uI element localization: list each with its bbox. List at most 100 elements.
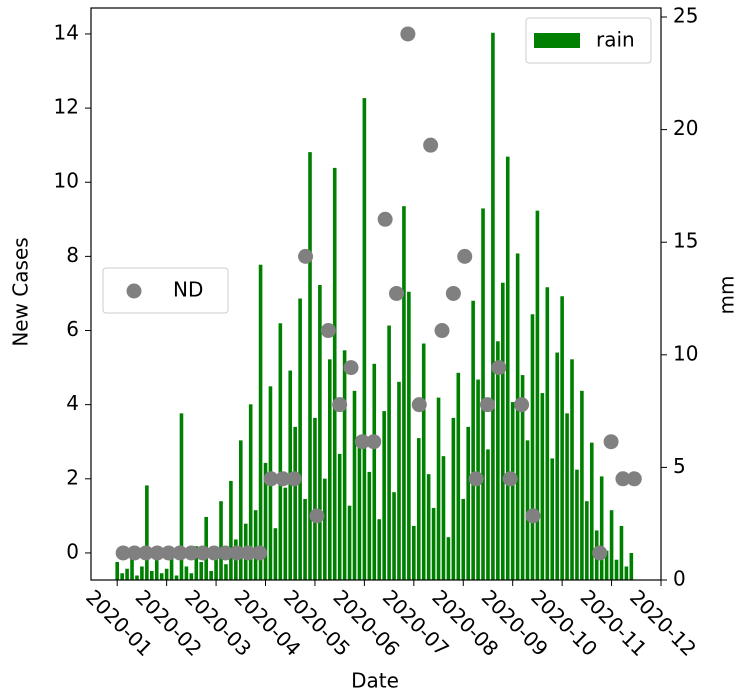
bar [313,417,317,580]
scatter-point [615,471,631,487]
scatter-point [514,397,530,413]
bar [209,570,213,580]
bar [501,282,505,580]
bar [619,525,624,580]
bar [397,381,401,580]
bar [214,552,218,580]
scatter-point [149,545,165,561]
bar [535,210,540,580]
bar [258,264,263,580]
plot-frame [90,7,662,581]
y-tick-label: 14 [54,20,79,44]
bar [194,546,199,580]
bar [367,471,372,580]
scatter-point [389,285,405,301]
scatter-point [263,471,279,487]
y-tick-label: 6 [66,317,79,341]
scatter-point [309,508,325,524]
scatter-point [343,360,359,376]
legend-swatch [126,283,142,299]
bar [614,559,619,580]
bar [125,568,129,580]
bar [150,570,154,580]
bar [303,498,307,580]
scatter-point [434,323,450,339]
bar [461,498,466,580]
bar [278,323,283,580]
scatter-point [332,397,348,413]
bar [318,284,322,580]
bar [273,528,278,580]
bar [525,440,530,580]
bar [402,206,406,581]
scatter-point [525,508,541,524]
scatter-point [603,434,619,450]
scatter-point [491,360,507,376]
bar [580,390,584,580]
bar [352,390,357,580]
y-tick-label: 12 [54,95,79,119]
bar [135,575,139,580]
bar [466,426,470,580]
scatter-point [183,545,199,561]
bar [520,375,525,580]
bar [332,167,337,580]
y-tick-label: 2 [66,465,79,489]
scatter-point [195,545,211,561]
bar [412,525,416,580]
scatter-point [138,545,154,561]
y-tick-label: 0 [66,539,79,563]
bar [496,341,500,580]
scatter-point [626,471,642,487]
bar [164,568,169,580]
bar [342,350,347,580]
legend: rain [525,17,652,64]
bar [323,478,327,580]
scatter-point [206,545,222,561]
y2-tick-label: 25 [673,4,698,28]
bar [585,501,589,580]
bar [159,573,164,580]
legend: ND [102,267,229,314]
bar [308,152,312,581]
bar [555,352,559,580]
bar [263,462,268,580]
bar [510,402,515,580]
scatter-point [127,545,143,561]
scatter-point [592,545,608,561]
bar [471,300,475,580]
bar [253,510,258,580]
bar [377,519,382,580]
bar [140,566,144,580]
scatter-point [354,434,370,450]
bar [451,417,456,580]
scatter-point [423,137,439,153]
y2-tick-label: 20 [673,116,698,140]
bar [392,492,396,580]
bar [609,510,614,580]
bar [248,404,253,580]
x-axis-label: Date [351,669,399,693]
y-axis-label: New Cases [9,237,33,346]
scatter-point [286,471,302,487]
bar [387,325,391,580]
bar [362,98,367,581]
bar [169,555,174,580]
bar [481,208,485,580]
y-tick-label: 10 [54,169,79,193]
bar [357,442,362,580]
bar [130,552,134,580]
y2-tick-label: 5 [673,454,686,478]
scatter-point [479,397,495,413]
scatter-point [217,545,233,561]
bar [575,469,579,580]
bar [540,393,545,580]
bar [407,291,411,580]
bar [426,474,431,580]
scatter-point [377,211,393,227]
legend-label: ND [173,278,203,302]
scatter-point [252,545,268,561]
bar [486,449,490,580]
bar [436,397,441,580]
